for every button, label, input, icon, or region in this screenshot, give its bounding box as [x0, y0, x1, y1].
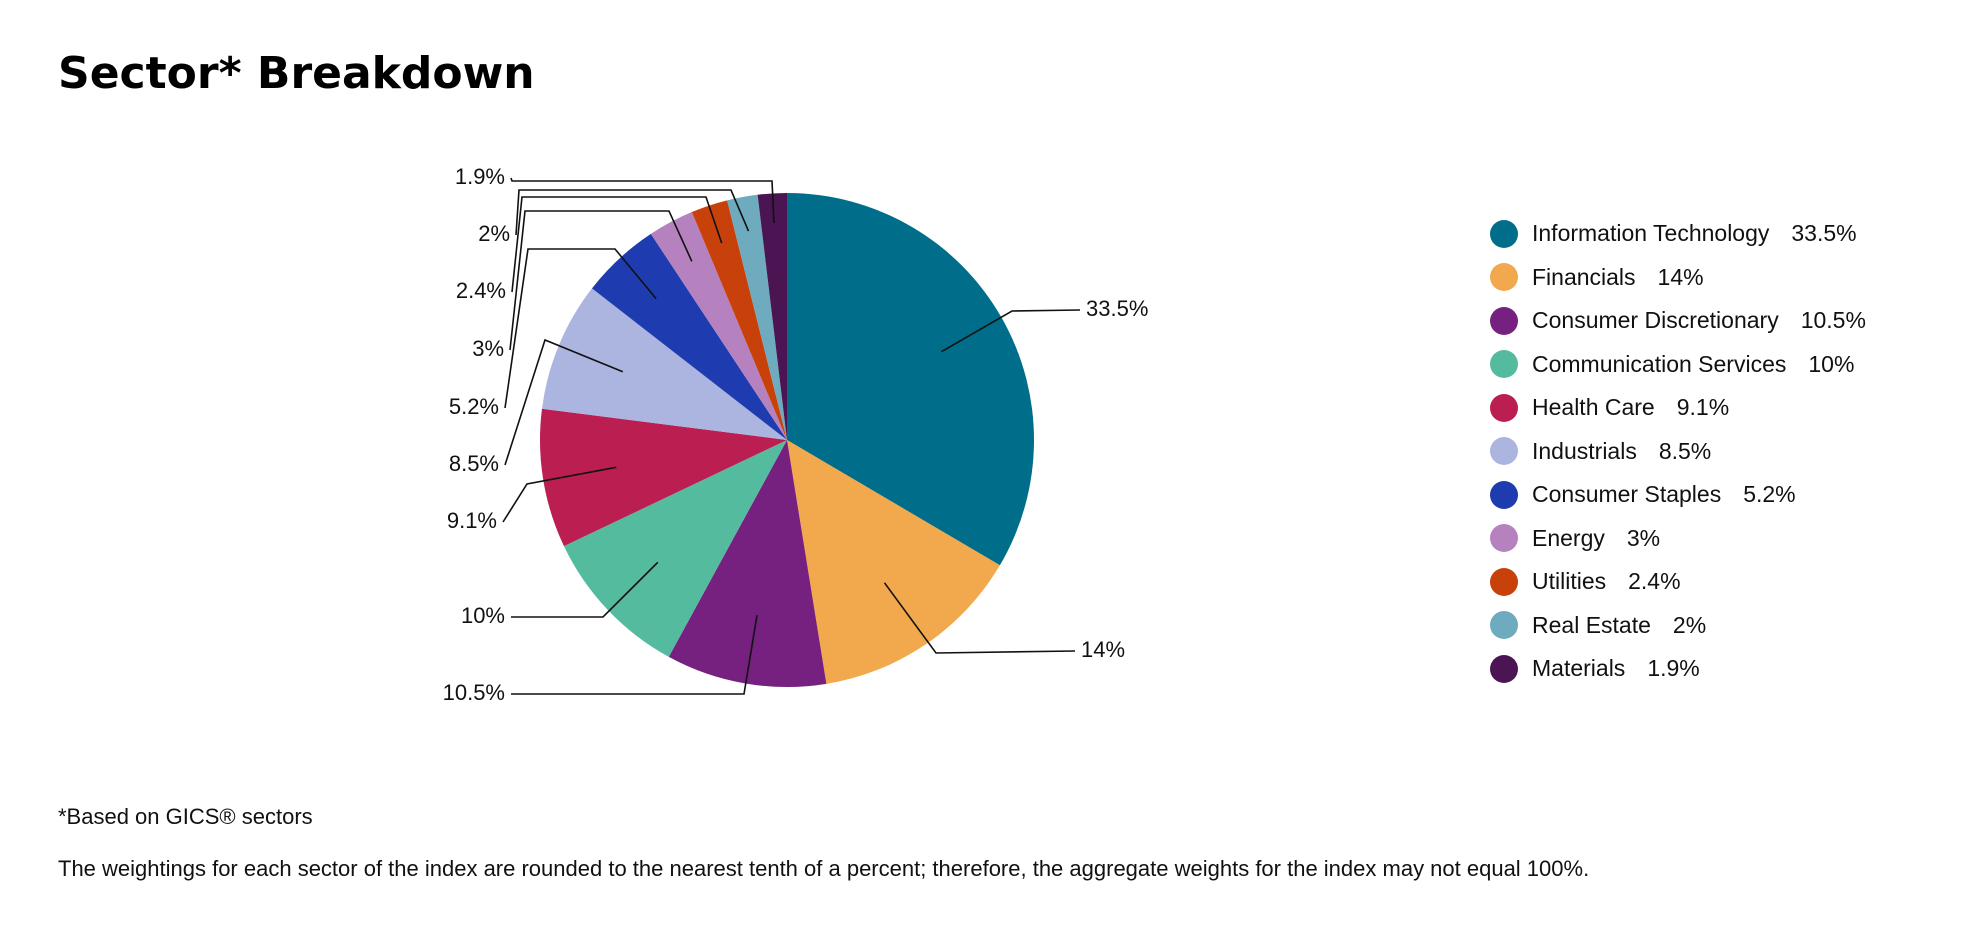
pie-slice-real-estate	[727, 194, 787, 440]
legend-label: Utilities	[1532, 568, 1607, 595]
leader-line	[504, 248, 657, 409]
legend-label: Energy	[1532, 524, 1605, 551]
legend-item: Utilities 2.4%	[1490, 560, 1866, 604]
leader-line	[502, 466, 617, 523]
leader-line	[941, 309, 1081, 353]
pie-slice-industrials	[541, 288, 787, 440]
legend-item: Energy 3%	[1490, 517, 1866, 561]
legend-item: Real Estate 2%	[1490, 604, 1866, 648]
legend-value: 2.4%	[1628, 568, 1681, 595]
slice-data-label: 10.5%	[443, 680, 505, 705]
legend-swatch	[1490, 437, 1518, 466]
legend-item: Industrials 8.5%	[1490, 430, 1866, 474]
legend-value: 33.5%	[1791, 220, 1857, 247]
legend-swatch	[1490, 524, 1518, 553]
legend-value: 9.1%	[1676, 394, 1730, 421]
legend-swatch	[1490, 306, 1518, 335]
legend-value: 14%	[1657, 263, 1704, 290]
legend-value: 3%	[1626, 524, 1661, 551]
slice-data-label: 2%	[478, 221, 510, 246]
gics-footnote: *Based on GICS® sectors	[58, 804, 313, 829]
legend-swatch	[1490, 654, 1518, 683]
legend-swatch	[1490, 393, 1518, 422]
pie-slice-information-technology	[787, 193, 1035, 566]
leader-line	[509, 210, 693, 351]
legend-label: Information Technology	[1532, 220, 1770, 247]
legend-swatch	[1490, 611, 1518, 640]
legend-label: Consumer Staples	[1532, 481, 1722, 508]
slice-data-label: 5.2%	[449, 394, 499, 419]
legend-value: 10.5%	[1800, 307, 1866, 334]
legend-item: Health Care 9.1%	[1490, 386, 1866, 430]
legend-label: Real Estate	[1532, 611, 1651, 638]
pie-slice-financials	[787, 440, 1000, 684]
pie-slice-communication-services	[563, 440, 787, 657]
leader-line	[511, 561, 659, 618]
pie-slice-consumer-discretionary	[668, 440, 827, 687]
legend-label: Consumer Discretionary	[1532, 307, 1779, 334]
slice-data-label: 1.9%	[455, 164, 505, 189]
legend-value: 8.5%	[1658, 437, 1712, 464]
legend-label: Financials	[1532, 263, 1636, 290]
legend-swatch	[1490, 567, 1518, 596]
legend-item: Consumer Staples 5.2%	[1490, 473, 1866, 517]
legend-swatch	[1490, 263, 1518, 292]
leader-line	[504, 338, 624, 466]
legend-item: Financials 14%	[1490, 256, 1866, 300]
chart-legend: Information Technology 33.5% Financials 14…	[1490, 212, 1866, 691]
legend-label: Materials	[1532, 655, 1626, 682]
slice-data-label: 9.1%	[447, 508, 497, 533]
slice-data-label: 8.5%	[449, 451, 499, 476]
legend-item: Communication Services 10%	[1490, 343, 1866, 387]
legend-value: 2%	[1672, 611, 1707, 638]
page-title: Sector* Breakdown	[58, 48, 535, 99]
slice-data-label: 10%	[461, 603, 505, 628]
rounding-disclaimer: The weightings for each sector of the in…	[58, 856, 1590, 881]
legend-item: Materials 1.9%	[1490, 647, 1866, 691]
legend-label: Communication Services	[1532, 350, 1787, 377]
leader-line	[510, 177, 775, 224]
slice-data-label: 33.5%	[1086, 296, 1148, 321]
legend-swatch	[1490, 480, 1518, 509]
legend-swatch	[1490, 350, 1518, 379]
legend-item: Consumer Discretionary 10.5%	[1490, 299, 1866, 343]
pie-slice-consumer-staples	[591, 233, 787, 440]
pie-slice-materials	[757, 193, 787, 440]
pie-slice-utilities	[691, 200, 787, 440]
slice-data-label: 2.4%	[456, 278, 506, 303]
leader-line	[883, 582, 1076, 654]
slice-data-label: 3%	[472, 336, 504, 361]
legend-label: Industrials	[1532, 437, 1637, 464]
leader-line	[511, 615, 758, 695]
leader-line	[515, 189, 750, 236]
pie-slice-energy	[650, 212, 787, 440]
legend-value: 1.9%	[1647, 655, 1700, 682]
pie-slice-health-care	[539, 408, 787, 547]
leader-line	[511, 196, 723, 293]
legend-value: 5.2%	[1743, 481, 1796, 508]
legend-value: 10%	[1808, 350, 1855, 377]
slice-data-label: 14%	[1081, 637, 1125, 662]
legend-swatch	[1490, 219, 1518, 248]
legend-label: Health Care	[1532, 394, 1655, 421]
legend-item: Information Technology 33.5%	[1490, 212, 1866, 256]
